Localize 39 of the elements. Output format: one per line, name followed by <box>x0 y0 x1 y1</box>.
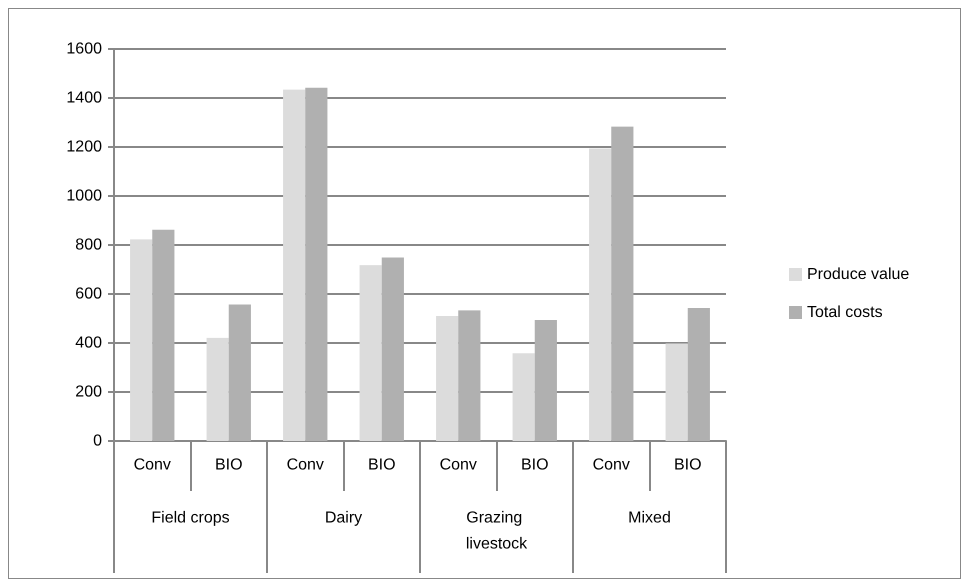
y-tick-label: 1200 <box>66 138 102 156</box>
x-tick-label: Conv <box>134 456 171 474</box>
bar <box>534 320 557 441</box>
legend-label: Total costs <box>807 304 883 321</box>
y-tick-label: 800 <box>75 236 102 254</box>
bar <box>382 257 404 441</box>
bar <box>206 338 229 441</box>
bar <box>458 310 480 441</box>
bar <box>360 265 382 441</box>
y-tick-label: 600 <box>75 286 102 302</box>
bar <box>130 239 152 441</box>
x-tick-label: Conv <box>286 456 324 474</box>
text: Grazing livestock <box>466 510 528 552</box>
y-tick-label: 0 <box>93 432 102 450</box>
bar <box>589 148 612 441</box>
y-tick-label: 1400 <box>66 90 102 106</box>
y-tick-label: 200 <box>75 384 102 400</box>
bar <box>512 353 535 441</box>
bar <box>688 308 710 441</box>
text: Field crops <box>151 510 230 526</box>
y-tick-label: 400 <box>75 334 102 352</box>
x-tick-label: Conv <box>440 456 477 474</box>
bar <box>283 90 306 441</box>
x-tick-label: Conv <box>592 456 630 474</box>
x-tick-label: BIO <box>368 456 396 474</box>
legend-label: Produce value <box>807 266 910 283</box>
bar <box>305 88 328 441</box>
bar <box>152 230 174 441</box>
bar <box>228 304 251 441</box>
x-tick-label: BIO <box>674 456 702 474</box>
bar <box>611 126 634 441</box>
x-tick-label: BIO <box>520 456 549 474</box>
y-tick-label: 1000 <box>66 188 102 204</box>
text: Dairy <box>324 510 362 526</box>
bar <box>666 343 688 441</box>
text: Mixed <box>628 510 671 526</box>
x-tick-label: BIO <box>214 456 243 474</box>
bar <box>436 316 458 441</box>
y-tick-label: 1600 <box>66 40 102 58</box>
